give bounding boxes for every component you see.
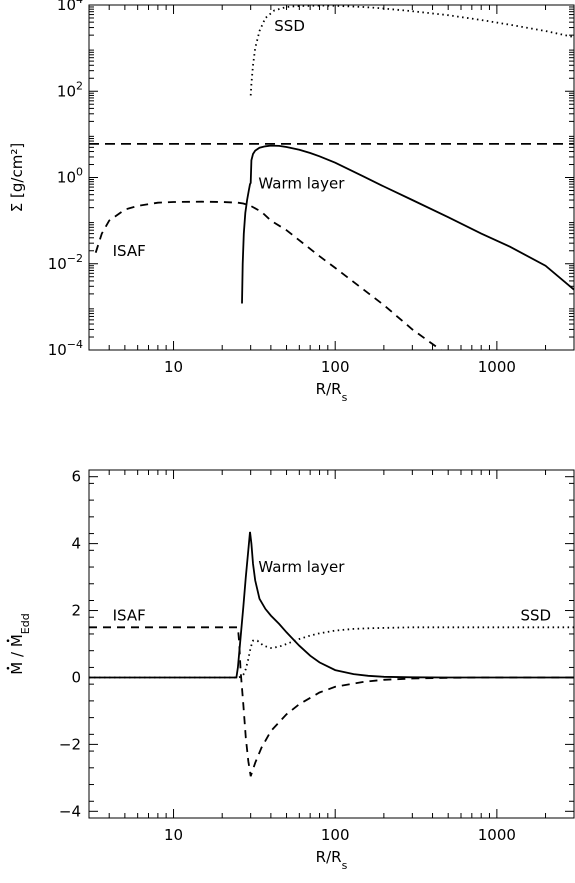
mdot-y-tick-label: −4 (59, 802, 81, 820)
mdot-series-layer (89, 531, 574, 777)
sigma-x-tick-label: 100 (321, 358, 350, 376)
sigma-x-axis-title: R/Rs (316, 380, 348, 404)
mdot-plot-frame (88, 469, 575, 819)
mdot-numerator-dot (6, 666, 10, 670)
mdot-series-isaf (89, 626, 574, 777)
sigma-series-isaf (94, 200, 442, 350)
sigma-ticks-layer: 10 100 1000 10−4 10−2 100 102 104 (48, 0, 575, 376)
mdot-ticks-layer: 10 100 1000 −4 −2 0 2 4 6 (59, 468, 575, 844)
mdot-y-tick-label: 2 (71, 602, 81, 620)
mdot-x-tick-label: 10 (164, 826, 183, 844)
mdot-y-tick-label: 6 (71, 468, 81, 486)
sigma-x-tick-label: 10 (164, 358, 183, 376)
mdot-x-tick-label: 100 (321, 826, 350, 844)
sigma-y-tick-label: 10−4 (48, 338, 83, 359)
sigma-y-tick-label: 104 (57, 0, 83, 14)
mdot-ylabel-dots (6, 639, 10, 670)
sigma-y-tick-label: 10−2 (48, 252, 83, 273)
mdot-panel: 10 100 1000 −4 −2 0 2 4 6 Warm layer ISAF SSD R/Rs… (6, 468, 575, 872)
sigma-annotations: SSD Warm layer ISAF (113, 17, 346, 260)
sigma-annotation-isaf: ISAF (113, 242, 146, 260)
mdot-y-tick-label: 4 (71, 535, 81, 553)
mdot-annotation-ssd: SSD (520, 607, 551, 625)
sigma-y-tick-label: 100 (57, 166, 83, 187)
mdot-y-axis-title: M / MEdd (8, 613, 32, 674)
sigma-series-layer (89, 5, 574, 350)
mdot-x-axis-title: R/Rs (316, 848, 348, 872)
mdot-series-ssd (89, 626, 574, 679)
mdot-x-tick-label: 1000 (478, 826, 516, 844)
mdot-annotation-warm-layer: Warm layer (258, 558, 345, 576)
mdot-series-warm-layer (89, 531, 574, 679)
mdot-y-tick-label: 0 (71, 668, 81, 686)
sigma-series-warm-layer (241, 144, 574, 304)
mdot-y-tick-label: −2 (59, 735, 81, 753)
sigma-panel: 10 100 1000 10−4 10−2 100 102 104 SSD Warm layer… (8, 0, 575, 404)
sigma-annotation-warm-layer: Warm layer (258, 175, 345, 193)
mdot-denominator-dot (6, 639, 10, 642)
mdot-annotation-isaf: ISAF (113, 607, 146, 625)
sigma-x-tick-label: 1000 (478, 358, 516, 376)
sigma-y-axis-title: Σ [g/cm²] (8, 143, 26, 212)
sigma-y-tick-label: 102 (57, 79, 83, 100)
sigma-annotation-ssd: SSD (274, 17, 305, 35)
mdot-annotations: Warm layer ISAF SSD (113, 558, 551, 625)
